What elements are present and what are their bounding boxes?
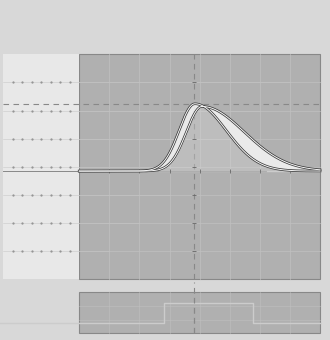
Bar [79, 292, 320, 333]
Bar [79, 54, 320, 279]
Bar [3, 54, 79, 279]
